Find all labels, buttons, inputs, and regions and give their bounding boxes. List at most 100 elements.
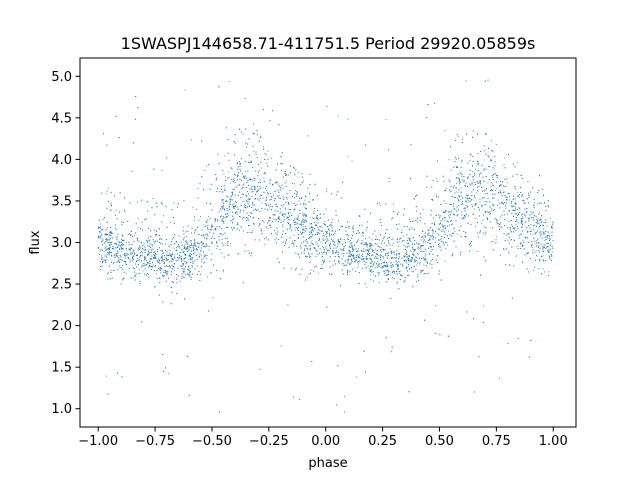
scatter-point <box>522 230 523 232</box>
scatter-point <box>530 233 531 235</box>
scatter-point <box>316 243 318 245</box>
scatter-point <box>326 306 328 308</box>
scatter-point <box>173 270 175 271</box>
scatter-point <box>220 216 222 218</box>
scatter-point <box>183 237 185 239</box>
scatter-point <box>355 376 357 378</box>
scatter-point <box>187 242 188 244</box>
scatter-point <box>271 196 273 198</box>
scatter-point <box>332 229 334 231</box>
scatter-point <box>466 213 468 215</box>
scatter-point <box>311 235 313 237</box>
scatter-point <box>206 255 208 257</box>
scatter-point <box>216 190 218 192</box>
scatter-point <box>300 247 302 249</box>
scatter-point <box>355 260 357 262</box>
scatter-point <box>201 260 203 262</box>
scatter-point <box>401 240 403 242</box>
scatter-point <box>238 161 240 163</box>
scatter-point <box>444 260 446 262</box>
scatter-point <box>259 211 261 213</box>
scatter-point <box>267 227 269 229</box>
scatter-point <box>484 190 486 192</box>
scatter-point <box>323 240 325 242</box>
scatter-point <box>376 254 378 255</box>
scatter-point <box>293 235 295 236</box>
scatter-point <box>460 191 462 193</box>
scatter-point <box>200 216 201 218</box>
scatter-point <box>387 252 389 254</box>
scatter-point <box>407 274 409 276</box>
scatter-point <box>525 237 526 239</box>
scatter-point <box>515 221 516 222</box>
scatter-point <box>204 253 206 255</box>
scatter-point <box>329 244 331 246</box>
scatter-point <box>243 183 245 185</box>
scatter-point <box>103 251 105 252</box>
scatter-point <box>361 231 363 233</box>
scatter-point <box>444 190 445 192</box>
scatter-point <box>505 264 507 266</box>
scatter-point <box>206 202 207 204</box>
scatter-point <box>371 271 373 273</box>
scatter-point <box>183 226 185 228</box>
scatter-point <box>499 223 501 225</box>
scatter-point <box>309 261 311 263</box>
scatter-point <box>499 207 501 209</box>
scatter-point <box>187 273 189 275</box>
scatter-point <box>431 246 433 248</box>
scatter-point <box>445 248 447 250</box>
scatter-point <box>528 195 530 197</box>
scatter-point <box>410 261 412 263</box>
scatter-point <box>324 238 326 240</box>
scatter-point <box>295 169 297 171</box>
scatter-point <box>514 212 516 214</box>
scatter-point <box>406 226 408 228</box>
scatter-point <box>237 185 239 186</box>
scatter-point <box>165 239 167 241</box>
scatter-point <box>105 193 107 195</box>
scatter-point <box>303 180 304 182</box>
scatter-point <box>337 240 339 242</box>
scatter-point <box>355 257 357 259</box>
scatter-point <box>243 230 244 232</box>
scatter-point <box>292 195 294 197</box>
scatter-point <box>143 244 145 246</box>
scatter-point <box>348 227 350 229</box>
scatter-point <box>185 266 187 267</box>
scatter-point <box>492 249 494 251</box>
scatter-point <box>207 225 209 227</box>
scatter-point <box>285 208 287 210</box>
scatter-point <box>312 243 314 245</box>
scatter-point <box>318 272 320 274</box>
scatter-point <box>201 229 203 231</box>
scatter-point <box>349 252 351 254</box>
scatter-point <box>287 219 289 221</box>
scatter-point <box>195 254 197 256</box>
scatter-point <box>417 276 419 278</box>
scatter-point <box>236 179 238 181</box>
scatter-point <box>290 172 292 174</box>
scatter-point <box>403 235 405 237</box>
scatter-point <box>424 249 426 251</box>
scatter-point <box>171 253 173 255</box>
scatter-point <box>160 272 162 274</box>
scatter-point <box>249 162 251 164</box>
scatter-point <box>357 250 358 252</box>
scatter-point <box>439 217 440 218</box>
scatter-point <box>238 194 239 196</box>
scatter-point <box>258 182 260 184</box>
scatter-point <box>245 177 247 179</box>
scatter-point <box>431 263 433 265</box>
scatter-point <box>309 249 311 251</box>
scatter-point <box>408 245 410 247</box>
scatter-point <box>517 222 519 224</box>
scatter-point <box>228 205 230 207</box>
scatter-point <box>376 257 378 259</box>
scatter-point <box>491 193 493 195</box>
scatter-point <box>344 264 346 266</box>
scatter-point <box>201 243 203 245</box>
scatter-point <box>237 168 239 170</box>
scatter-point <box>393 257 395 259</box>
scatter-point <box>173 266 175 268</box>
